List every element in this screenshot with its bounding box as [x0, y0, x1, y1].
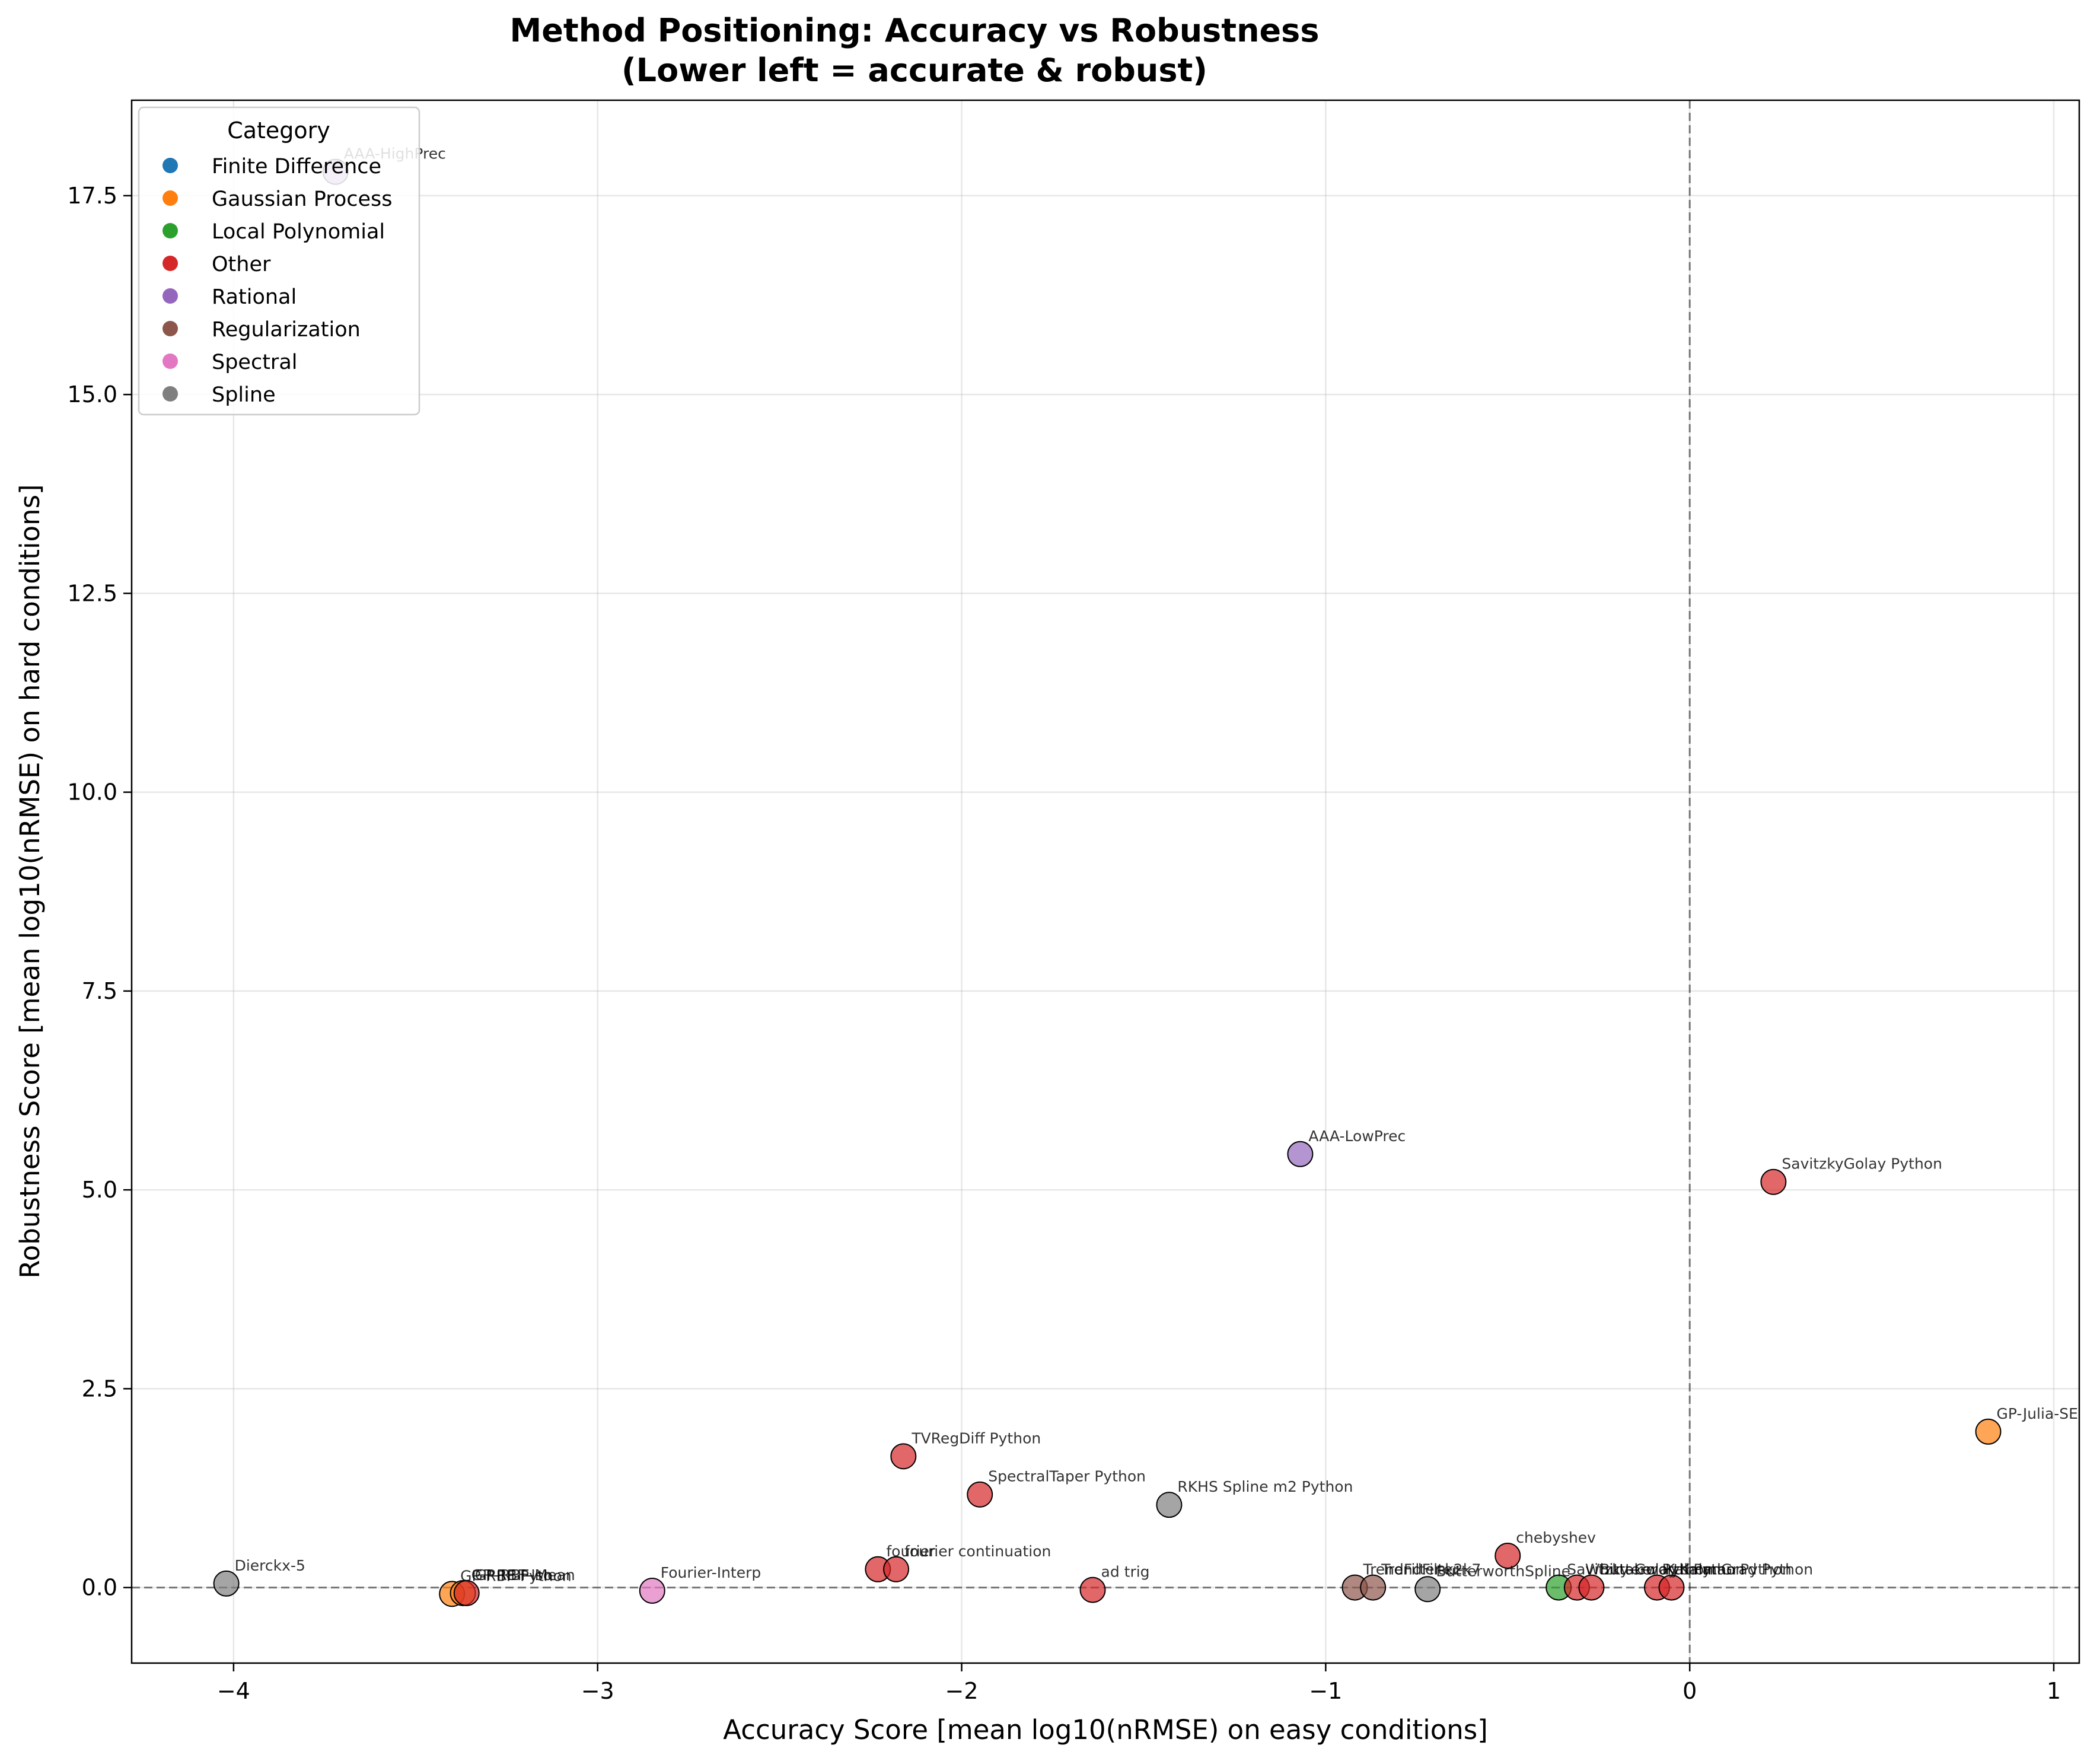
data-point — [1494, 1542, 1521, 1569]
y-axis-ticks: 0.0 2.5 5.0 7.5 10.0 12.5 15.0 17.5 — [67, 183, 132, 1601]
grid-lines — [132, 100, 2079, 1663]
point-label: GP-RBF-Iso — [471, 1566, 553, 1584]
legend-marker — [162, 321, 178, 336]
y-tick-label: 10.0 — [67, 779, 117, 805]
y-tick-label: 17.5 — [67, 183, 117, 209]
legend-entry-label: Spline — [212, 383, 276, 407]
legend-entry-label: Spectral — [212, 351, 298, 374]
point-label: RKHS Spline m2 Python — [1177, 1478, 1353, 1495]
y-tick-label: 5.0 — [82, 1177, 117, 1203]
point-label: AAA-LowPrec — [1308, 1128, 1406, 1145]
point-label: Whittaker Python — [1585, 1561, 1713, 1578]
point-label: fourier — [886, 1543, 936, 1560]
point-label: TVRegDiff Python — [911, 1429, 1041, 1447]
legend-entry-label: Rational — [212, 285, 297, 309]
data-point — [1079, 1577, 1106, 1603]
legend-entry-label: Regularization — [212, 318, 361, 342]
legend-marker — [162, 158, 178, 173]
chart-title: Method Positioning: Accuracy vs Robustne… — [510, 12, 1320, 49]
y-tick-label: 7.5 — [82, 978, 117, 1004]
legend-entry-label: Finite Difference — [212, 155, 381, 179]
point-label: Fourier-Interp — [661, 1564, 761, 1581]
x-tick-label: 1 — [2047, 1678, 2061, 1704]
legend-entries: Finite Difference Gaussian Process Local P… — [162, 155, 392, 407]
chart-subtitle: (Lower left = accurate & robust) — [622, 52, 1207, 89]
data-point — [213, 1570, 240, 1597]
point-label: SpectralTaper Python — [988, 1468, 1146, 1485]
point-label: fourier continuation — [904, 1543, 1051, 1560]
data-point — [1975, 1418, 2002, 1445]
data-point — [639, 1577, 665, 1604]
data-point — [883, 1556, 910, 1582]
data-point — [1414, 1576, 1441, 1603]
x-tick-label: −1 — [1309, 1678, 1342, 1704]
legend-marker — [162, 288, 178, 304]
legend-marker — [162, 223, 178, 238]
legend-marker — [162, 386, 178, 402]
data-point — [1287, 1141, 1314, 1167]
plot-frame — [130, 99, 2080, 1664]
x-tick-label: 0 — [1682, 1678, 1697, 1704]
point-label: Dierckx-5 — [235, 1557, 305, 1574]
legend-entry-label: Local Polynomial — [212, 220, 385, 244]
y-tick-label: 12.5 — [67, 580, 117, 606]
legend: Category Finite Difference Gaussian Proce… — [138, 106, 420, 416]
point-label: TrendFilter-k7 — [1381, 1561, 1481, 1578]
legend-title: Category — [227, 117, 330, 144]
point-label: chebyshev — [1516, 1529, 1596, 1546]
legend-frame — [138, 106, 420, 416]
data-point — [1760, 1168, 1787, 1195]
y-tick-label: 0.0 — [82, 1575, 117, 1601]
legend-marker — [162, 190, 178, 206]
point-label: TrendFilter-k2 — [1362, 1561, 1462, 1578]
point-label: GP-RBF-Python — [460, 1567, 572, 1584]
point-label: GP-Julia-SE — [1997, 1405, 2078, 1422]
point-label: ad trig — [1101, 1563, 1150, 1581]
x-tick-label: −2 — [945, 1678, 979, 1704]
y-tick-label: 2.5 — [82, 1375, 117, 1402]
legend-entry-label: Gaussian Process — [212, 187, 392, 211]
point-label: KalmanGrad Python — [1665, 1561, 1813, 1578]
data-point — [1658, 1574, 1685, 1601]
data-point — [453, 1579, 480, 1606]
data-point — [967, 1481, 993, 1508]
point-label: SavitzkyGolay Python — [1782, 1155, 1942, 1173]
data-point — [890, 1443, 917, 1470]
point-label: Savitzky-Golay — [1567, 1561, 1677, 1578]
legend-entry-label: Other — [212, 253, 271, 276]
legend-marker — [162, 353, 178, 369]
y-tick-label: 15.0 — [67, 381, 117, 407]
point-label: GP-RBF-Mean — [475, 1566, 575, 1584]
y-axis-label: Robustness Score [mean log10(nRMSE) on h… — [14, 484, 46, 1278]
x-axis-ticks: −4 −3 −2 −1 0 1 — [217, 1663, 2061, 1704]
legend-marker — [162, 256, 178, 271]
data-point — [1360, 1574, 1387, 1601]
point-label: Butterworth Python — [1599, 1561, 1745, 1578]
data-points — [213, 158, 2002, 1607]
data-point — [1578, 1574, 1605, 1601]
x-tick-label: −3 — [581, 1678, 614, 1704]
data-point — [1156, 1492, 1183, 1518]
x-tick-label: −4 — [217, 1678, 250, 1704]
point-label: ButterworthSpline — [1436, 1562, 1570, 1579]
x-axis-label: Accuracy Score [mean log10(nRMSE) on eas… — [723, 1714, 1488, 1746]
point-label: Kalman Python — [1680, 1561, 1792, 1578]
